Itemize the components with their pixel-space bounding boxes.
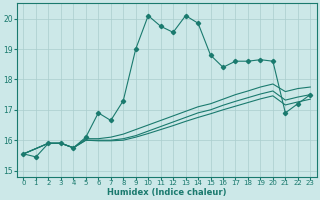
X-axis label: Humidex (Indice chaleur): Humidex (Indice chaleur) bbox=[107, 188, 227, 197]
